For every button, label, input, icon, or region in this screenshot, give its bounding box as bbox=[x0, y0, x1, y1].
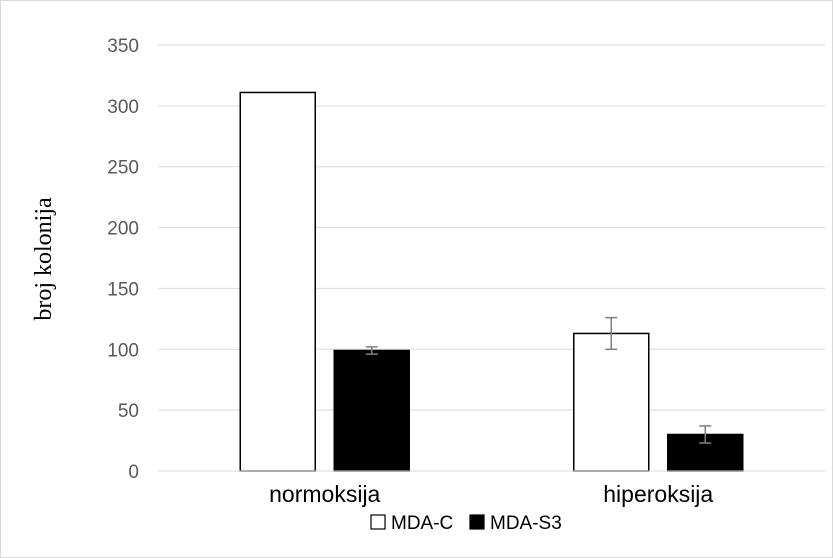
y-axis-ticks: 0 50 100 150 200 250 300 350 bbox=[107, 36, 139, 483]
bar-mda-c-normoksija bbox=[239, 91, 316, 472]
y-tick-label: 250 bbox=[107, 158, 139, 179]
legend-label: MDA-S3 bbox=[490, 513, 562, 534]
y-tick-label: 350 bbox=[107, 36, 139, 57]
legend-item-mda-s3: MDA-S3 bbox=[469, 513, 562, 534]
x-category-label: hiperoksija bbox=[603, 481, 713, 507]
y-tick-label: 0 bbox=[128, 462, 139, 483]
y-tick-label: 150 bbox=[107, 279, 139, 300]
bars bbox=[239, 91, 744, 472]
x-axis-categories: normoksija hiperoksija bbox=[269, 481, 713, 507]
y-tick-label: 100 bbox=[107, 340, 139, 361]
y-tick-label: 200 bbox=[107, 219, 139, 240]
legend-item-mda-c: MDA-C bbox=[370, 513, 453, 534]
y-axis-title: broj kolonija bbox=[31, 197, 57, 321]
error-bar-mda-c-hiperoksija bbox=[605, 316, 618, 351]
x-category-label: normoksija bbox=[269, 481, 380, 507]
legend-label: MDA-C bbox=[391, 513, 453, 534]
bar-mda-s3-normoksija bbox=[333, 349, 410, 472]
bar-mda-c-hiperoksija bbox=[573, 332, 650, 472]
y-tick-label: 50 bbox=[118, 401, 139, 422]
error-bars bbox=[365, 316, 712, 444]
error-bar-mda-s3-normoksija bbox=[365, 346, 378, 355]
error-bar-mda-s3-hiperoksija bbox=[699, 425, 712, 444]
legend-swatch bbox=[370, 514, 386, 530]
legend-swatch bbox=[469, 514, 485, 530]
legend: MDA-C MDA-S3 bbox=[370, 513, 562, 534]
y-tick-label: 300 bbox=[107, 97, 139, 118]
